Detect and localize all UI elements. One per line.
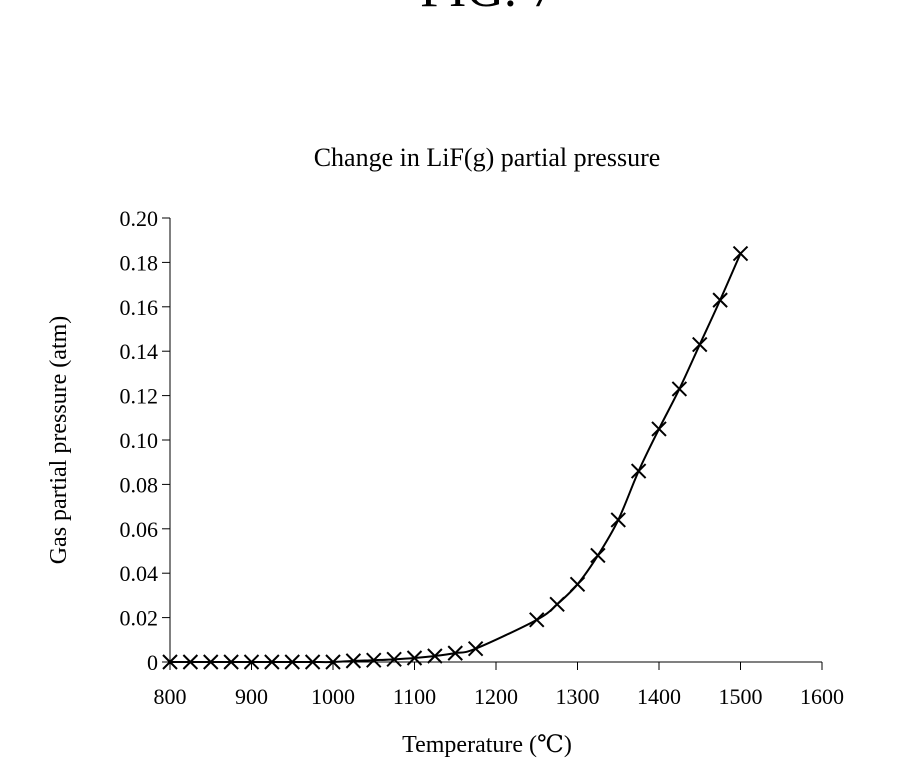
x-tick-label: 800: [154, 684, 187, 709]
y-tick-label: 0.12: [120, 384, 159, 409]
x-tick-label: 1000: [311, 684, 355, 709]
x-tick-label: 1100: [393, 684, 436, 709]
data-point-marker: [693, 338, 707, 352]
x-tick-label: 900: [235, 684, 268, 709]
y-tick-label: 0.18: [120, 250, 159, 275]
data-point-marker: [652, 422, 666, 436]
data-point-marker: [571, 577, 585, 591]
series-line: [170, 254, 741, 663]
y-axis-label: Gas partial pressure (atm): [46, 316, 72, 565]
data-point-marker: [591, 548, 605, 562]
x-tick-label: 1600: [800, 684, 844, 709]
x-axis-label: Temperature (℃): [402, 732, 572, 758]
y-tick-label: 0.02: [120, 606, 159, 631]
x-tick-label: 1400: [637, 684, 681, 709]
y-tick-label: 0.16: [120, 295, 159, 320]
y-tick-label: 0.10: [120, 428, 159, 453]
figure-label: FIG. 7: [420, 0, 556, 18]
x-ticks: 800 900 1000 1100 1200 1300 1400 1500 1600: [154, 662, 845, 709]
y-tick-label: 0.06: [120, 517, 159, 542]
y-tick-label: 0.04: [120, 561, 159, 586]
y-tick-label: 0.08: [120, 472, 159, 497]
data-point-marker: [550, 597, 564, 611]
chart-title: Change in LiF(g) partial pressure: [314, 143, 661, 172]
data-point-marker: [469, 642, 483, 656]
chart-figure: FIG. 7 Change in LiF(g) partial pressure…: [0, 0, 897, 780]
y-tick-label: 0: [147, 650, 158, 675]
series-markers: [163, 247, 748, 669]
data-point-marker: [611, 513, 625, 527]
data-point-marker: [530, 613, 544, 627]
data-point-marker: [734, 247, 748, 261]
chart-canvas: FIG. 7 Change in LiF(g) partial pressure…: [0, 0, 897, 780]
data-point-marker: [713, 293, 727, 307]
y-tick-label: 0.14: [120, 339, 159, 364]
x-tick-label: 1500: [719, 684, 763, 709]
y-tick-label: 0.20: [120, 206, 159, 231]
x-tick-label: 1200: [474, 684, 518, 709]
y-ticks: 0 0.02 0.04 0.06 0.08 0.10 0.12 0.14 0.16 0.18 0.2…: [120, 206, 171, 675]
x-tick-label: 1300: [556, 684, 600, 709]
data-point-marker: [632, 464, 646, 478]
data-point-marker: [672, 382, 686, 396]
